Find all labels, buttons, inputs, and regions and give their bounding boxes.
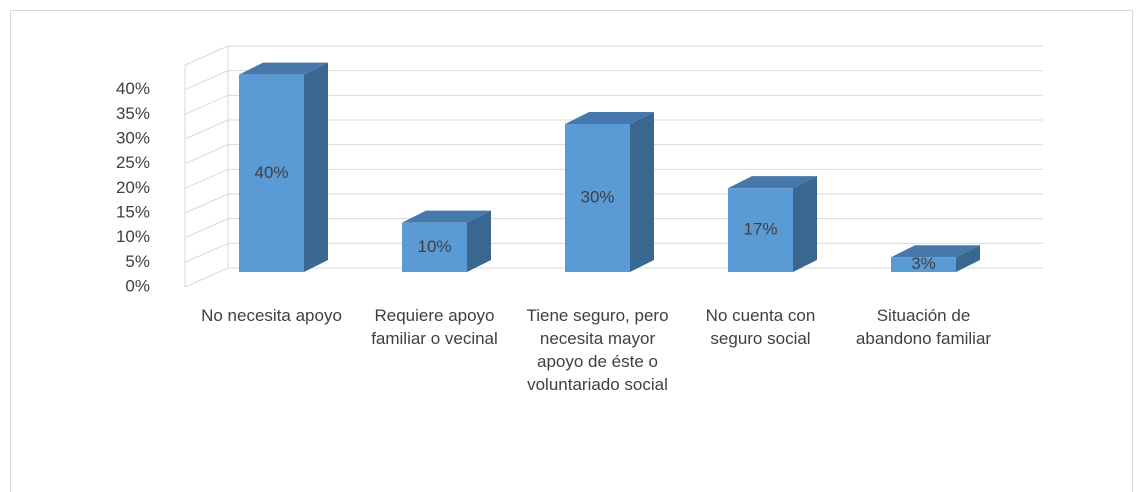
data-label: 17% bbox=[743, 220, 777, 239]
x-tick-label: No cuenta con seguro social bbox=[705, 306, 816, 348]
y-tick-label: 15% bbox=[116, 202, 150, 221]
y-tick-label: 25% bbox=[116, 153, 150, 172]
bar-side bbox=[956, 245, 980, 272]
y-tick-label: 35% bbox=[116, 104, 150, 123]
y-tick-label: 40% bbox=[116, 79, 150, 98]
grid-line bbox=[184, 70, 1043, 91]
bar bbox=[402, 222, 467, 272]
x-tick-label: No necesita apoyo bbox=[201, 306, 342, 325]
grid-line bbox=[184, 168, 1043, 189]
y-tick-label: 20% bbox=[116, 178, 150, 197]
grid-line bbox=[184, 144, 1043, 165]
data-label: 30% bbox=[580, 187, 614, 206]
x-tick-label: Tiene seguro, pero necesita mayor apoyo … bbox=[526, 306, 669, 394]
chart-border bbox=[10, 10, 1133, 492]
bar-top bbox=[402, 210, 491, 223]
y-tick-label: 0% bbox=[125, 276, 150, 295]
y-tick-label: 30% bbox=[116, 128, 150, 147]
bar-side bbox=[467, 210, 491, 272]
grid-line bbox=[184, 94, 1043, 115]
bar-top bbox=[891, 245, 980, 258]
bar-side bbox=[793, 176, 817, 272]
data-label: 10% bbox=[417, 237, 451, 256]
y-tick-label: 5% bbox=[125, 252, 150, 271]
x-tick-label: Requiere apoyo familiar o vecinal bbox=[371, 306, 498, 348]
bar-side bbox=[630, 112, 654, 272]
wall-edge bbox=[184, 45, 1043, 287]
data-label: 40% bbox=[254, 163, 288, 182]
bar-top bbox=[728, 176, 817, 189]
bar-side bbox=[304, 62, 328, 272]
grid-line bbox=[184, 119, 1043, 140]
bar-top bbox=[565, 112, 654, 124]
x-tick-label: Situación de abandono familiar bbox=[855, 306, 992, 348]
bar bbox=[891, 257, 956, 272]
bar bbox=[728, 188, 793, 272]
bar bbox=[565, 124, 630, 272]
data-label: 3% bbox=[911, 254, 936, 273]
y-tick-label: 10% bbox=[116, 227, 150, 246]
bar-top bbox=[239, 62, 328, 75]
bar bbox=[239, 74, 304, 273]
